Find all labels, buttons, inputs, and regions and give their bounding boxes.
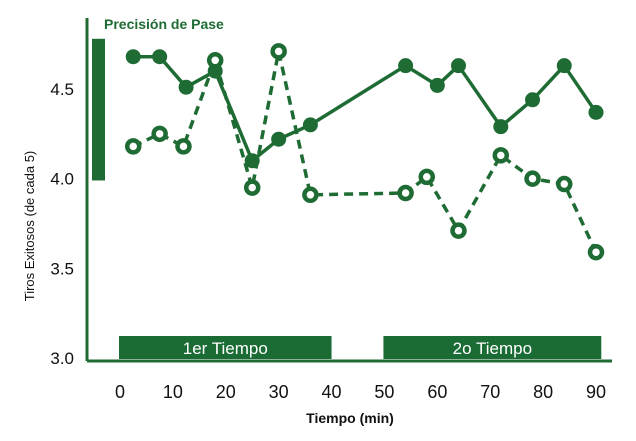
series-2-point [206,52,224,69]
series-1-point [152,49,168,65]
series-2-point [556,175,573,193]
series-1-point [302,117,318,133]
axes [85,18,612,363]
x-tick-labels: 0 10 20 30 40 50 60 70 80 90 [115,382,606,402]
x-tick-label: 10 [163,382,183,402]
series-2-point [450,222,467,239]
x-tick-label: 70 [480,382,500,402]
series-1-point [525,92,541,108]
x-tick-label: 0 [115,382,125,402]
series-1-point [450,58,466,74]
series-1-point [588,104,604,120]
x-tick-label: 30 [269,382,289,402]
series-1-line [133,54,598,163]
series-2-point [151,125,168,143]
y-tick-labels: 3.0 3.5 4.0 4.5 [50,80,74,368]
series-2-point [175,138,192,155]
period-band-label: 1er Tiempo [183,339,268,358]
x-tick-label: 90 [586,382,606,402]
series-2-point [270,43,287,60]
series-1-point [398,58,414,74]
series-2-point [418,168,436,186]
period-band [383,336,602,359]
series-1-point [493,119,509,135]
y-tick-label: 4.0 [50,170,74,189]
y-tick-label: 3.5 [50,259,74,278]
chart-title: Precisión de Pase [104,16,224,32]
series-1-point [556,58,572,74]
period-band-label: 2o Tiempo [453,339,532,358]
x-tick-label: 50 [374,382,394,402]
legend: Precisión de Pase [92,16,224,181]
y-tick-label: 3.0 [50,349,74,368]
period-band [119,336,332,359]
x-tick-label: 60 [427,382,447,402]
y-tick-label: 4.5 [50,80,74,99]
x-axis-label: Tiempo (min) [306,410,394,426]
series-layer [124,43,605,261]
series-2-point [124,138,142,155]
legend-range-bar [92,38,105,181]
series-2-point [524,170,541,187]
series-2-point [302,186,319,204]
series-2-line [132,49,598,253]
series-1-point [429,77,445,93]
series-2-point [587,243,605,261]
x-tick-label: 80 [533,382,553,402]
series-1-point [271,131,287,147]
series-1-point [125,49,141,65]
period-bands: 1er Tiempo 2o Tiempo [119,336,602,359]
series-1-point [178,79,194,95]
x-tick-label: 20 [216,382,236,402]
x-tick-label: 40 [322,382,342,402]
series-2-point [397,184,414,202]
y-axis-label: Tiros Exitosos (de cada 5) [22,151,37,302]
series-2-point [243,179,261,196]
series-2-point [492,147,510,164]
